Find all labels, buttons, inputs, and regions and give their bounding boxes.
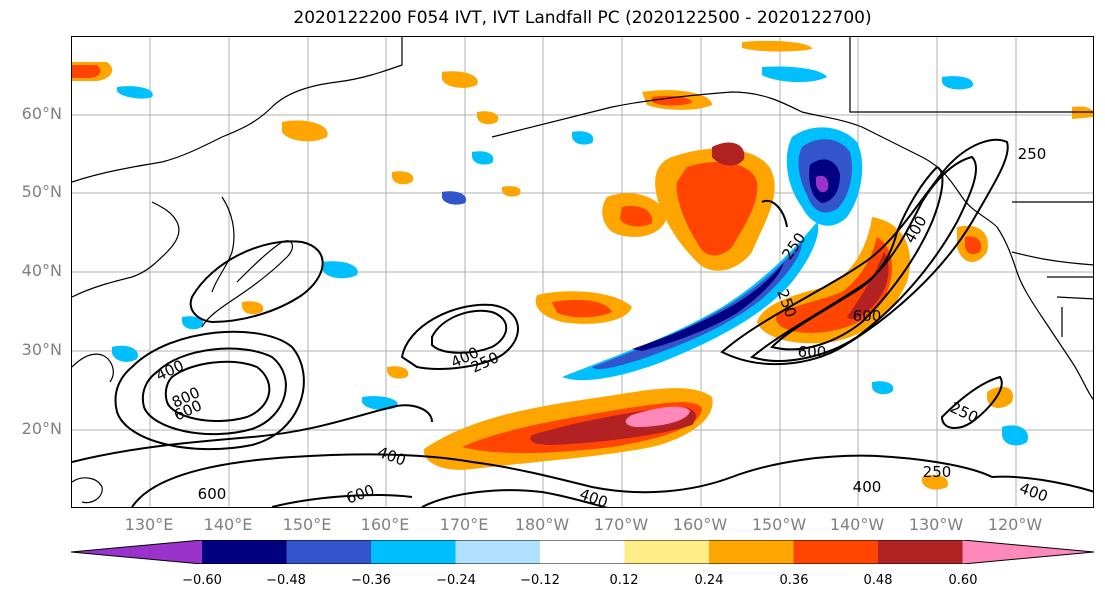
colorbar-cell xyxy=(286,540,371,564)
colorbar-cell xyxy=(709,540,794,564)
lon-label-170w: 170°W xyxy=(593,515,649,534)
contour-label-600: 600 xyxy=(198,485,227,503)
contour-label-250: 250 xyxy=(1018,145,1047,163)
ivt-pc-negative-shading xyxy=(112,66,1028,446)
lon-label-160e: 160°E xyxy=(360,515,410,534)
colorbar-cell xyxy=(624,540,709,564)
map-panel: 250 400 250 250 600 600 400 250 400 800 … xyxy=(71,36,1094,508)
colorbar-tick-label: 0.48 xyxy=(863,573,893,588)
colorbar-tick-label: 0.36 xyxy=(779,573,809,588)
lon-label-160w: 160°W xyxy=(672,515,728,534)
lat-label-20n: 20°N xyxy=(21,419,62,438)
contour-label-600: 600 xyxy=(853,307,882,325)
colorbar-cell xyxy=(878,540,963,564)
colorbar-tick-label: −0.12 xyxy=(520,573,560,588)
lat-label-50n: 50°N xyxy=(21,182,62,201)
lon-label-170e: 170°E xyxy=(439,515,489,534)
lon-label-130e: 130°E xyxy=(124,515,174,534)
map-title: 2020122200 F054 IVT, IVT Landfall PC (20… xyxy=(293,8,872,28)
colorbar-tick-label: −0.24 xyxy=(436,573,476,588)
contour-label-250: 250 xyxy=(923,463,952,481)
colorbar-tick-label: 0.12 xyxy=(609,573,639,588)
colorbar-tick-label: −0.60 xyxy=(182,573,222,588)
colorbar-cell xyxy=(71,540,202,564)
contour-label-600: 600 xyxy=(798,343,827,361)
lat-label-60n: 60°N xyxy=(21,104,62,123)
lon-label-150e: 150°E xyxy=(282,515,332,534)
colorbar-tick-label: 0.60 xyxy=(948,573,978,588)
colorbar-cell xyxy=(455,540,540,564)
colorbar-tick-label: 0.24 xyxy=(694,573,724,588)
lat-label-30n: 30°N xyxy=(21,340,62,359)
colorbar-cell xyxy=(371,540,456,564)
contour-label-400: 400 xyxy=(853,478,882,496)
lon-label-180w: 180°W xyxy=(514,515,570,534)
map-canvas: 250 400 250 250 600 600 400 250 400 800 … xyxy=(72,37,1093,508)
colorbar-cell xyxy=(793,540,878,564)
lon-label-120w: 120°W xyxy=(987,515,1043,534)
lon-label-130w: 130°W xyxy=(908,515,964,534)
colorbar-cell xyxy=(962,540,1094,564)
lon-label-140w: 140°W xyxy=(829,515,885,534)
contour-label-400: 400 xyxy=(1017,479,1050,506)
colorbar xyxy=(71,540,1094,564)
colorbar-cell xyxy=(540,540,625,564)
lon-label-150w: 150°W xyxy=(751,515,807,534)
colorbar-tick-label: −0.36 xyxy=(351,573,391,588)
contour-label-600: 600 xyxy=(344,481,377,508)
coastlines xyxy=(72,37,1093,504)
ivt-pc-positive-shading xyxy=(72,40,1093,490)
lon-label-140e: 140°E xyxy=(203,515,253,534)
colorbar-tick-label: −0.48 xyxy=(266,573,306,588)
lat-label-40n: 40°N xyxy=(21,261,62,280)
contour-label-250: 250 xyxy=(947,398,981,426)
colorbar-cell xyxy=(202,540,287,564)
ivt-contours xyxy=(72,138,1093,507)
contour-label-400: 400 xyxy=(375,443,408,470)
contour-labels: 250 400 250 250 600 600 400 250 400 800 … xyxy=(153,145,1050,508)
